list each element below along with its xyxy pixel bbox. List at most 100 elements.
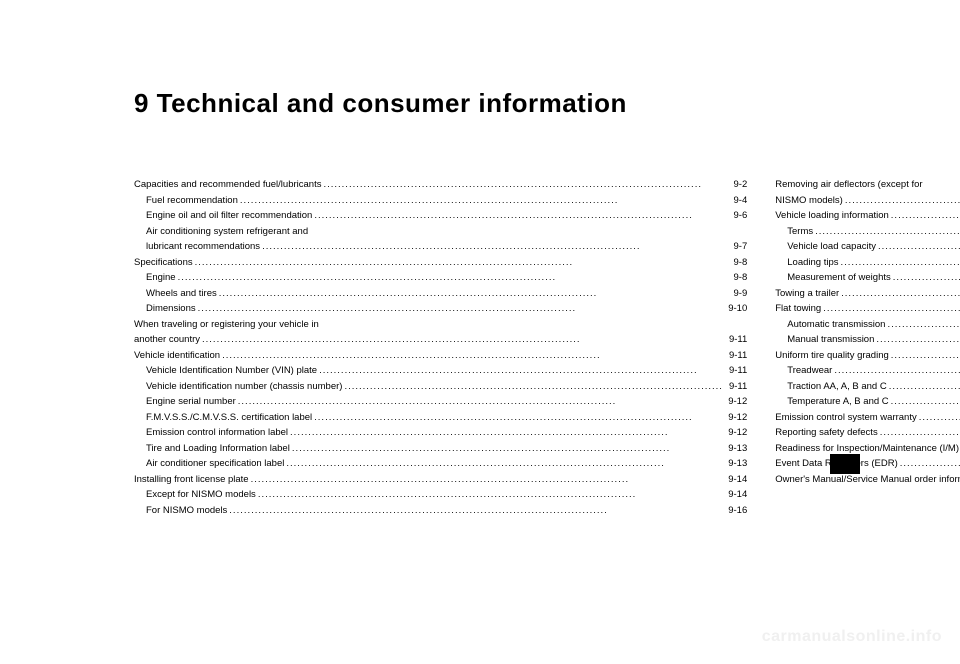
toc-label: Fuel recommendation [146, 195, 238, 206]
toc-entry: When traveling or registering your vehic… [134, 319, 747, 330]
toc-label: Engine oil and oil filter recommendation [146, 210, 312, 221]
toc-dots: ........................................… [344, 381, 723, 392]
toc-dots: ........................................… [876, 334, 960, 345]
toc-dots: ........................................… [319, 365, 723, 376]
toc-dots: ........................................… [251, 474, 723, 485]
toc-page-number: 9-14 [724, 489, 747, 500]
toc-entry: Fuel recommendation ....................… [134, 195, 747, 206]
toc-entry: Tire and Loading Information label .....… [134, 443, 747, 454]
toc-page-number: 9-10 [724, 303, 747, 314]
toc-label: F.M.V.S.S./C.M.V.S.S. certification labe… [146, 412, 312, 423]
toc-dots: ........................................… [919, 412, 960, 423]
toc-label: Automatic transmission [787, 319, 885, 330]
toc-dots: ........................................… [893, 272, 960, 283]
toc-entry: Vehicle loading information ............… [775, 210, 960, 221]
toc-entry: Readiness for Inspection/Maintenance (I/… [775, 443, 960, 454]
toc-entry: Treadwear ..............................… [775, 365, 960, 376]
toc-entry: Uniform tire quality grading ...........… [775, 350, 960, 361]
toc-label: Manual transmission [787, 334, 874, 345]
toc-entry: Terms ..................................… [775, 226, 960, 237]
toc-label: Emission control system warranty [775, 412, 916, 423]
toc-entry: Loading tips ...........................… [775, 257, 960, 268]
toc-label: Engine serial number [146, 396, 236, 407]
toc-left-column: Capacities and recommended fuel/lubrican… [134, 179, 747, 520]
toc-dots: ........................................… [834, 365, 960, 376]
toc-dots: ........................................… [286, 458, 722, 469]
toc-dots: ........................................… [880, 427, 960, 438]
toc-label: Vehicle load capacity [787, 241, 876, 252]
toc-entry: Automatic transmission .................… [775, 319, 960, 330]
toc-entry: Flat towing ............................… [775, 303, 960, 314]
toc-right-column: Removing air deflectors (except for NISM… [775, 179, 960, 520]
toc-entry: Air conditioning system refrigerant and [134, 226, 747, 237]
toc-entry: Specifications .........................… [134, 257, 747, 268]
toc-entry: Temperature A, B and C .................… [775, 396, 960, 407]
toc-label: Traction AA, A, B and C [787, 381, 886, 392]
toc-entry: Vehicle Identification Number (VIN) plat… [134, 365, 747, 376]
toc-label: Dimensions [146, 303, 196, 314]
toc-entry: Engine .................................… [134, 272, 747, 283]
toc-dots: ........................................… [240, 195, 728, 206]
toc-label: Vehicle identification number (chassis n… [146, 381, 342, 392]
toc-label: lubricant recommendations [146, 241, 260, 252]
toc-dots: ........................................… [845, 195, 960, 206]
toc-entry: Reporting safety defects ...............… [775, 427, 960, 438]
toc-entry: Towing a trailer .......................… [775, 288, 960, 299]
toc-page-number: 9-13 [724, 458, 747, 469]
toc-dots: ........................................… [841, 288, 960, 299]
toc-page-number: 9-12 [724, 427, 747, 438]
toc-page-number: 9-4 [730, 195, 748, 206]
toc-label: Tire and Loading Information label [146, 443, 290, 454]
toc-page-number: 9-11 [725, 334, 747, 345]
toc-dots: ........................................… [222, 350, 723, 361]
toc-label: Terms [787, 226, 813, 237]
toc-entry: Air conditioner specification label ....… [134, 458, 747, 469]
toc-entry: Traction AA, A, B and C ................… [775, 381, 960, 392]
toc-dots: ........................................… [238, 396, 722, 407]
toc-entry: Except for NISMO models ................… [134, 489, 747, 500]
toc-label: Specifications [134, 257, 193, 268]
toc-dots: ........................................… [229, 505, 722, 516]
toc-dots: ........................................… [219, 288, 728, 299]
toc-page-number: 9-6 [730, 210, 748, 221]
manual-page: 9 Technical and consumer information Cap… [0, 0, 960, 560]
toc-label: Wheels and tires [146, 288, 217, 299]
toc-dots: ........................................… [258, 489, 722, 500]
toc-dots: ........................................… [889, 381, 960, 392]
toc-label: Owner's Manual/Service Manual order info… [775, 474, 960, 485]
toc-dots: ........................................… [202, 334, 723, 345]
toc-label: Towing a trailer [775, 288, 839, 299]
toc-page-number: 9-12 [724, 412, 747, 423]
toc-entry: Installing front license plate .........… [134, 474, 747, 485]
toc-label: Capacities and recommended fuel/lubrican… [134, 179, 321, 190]
toc-dots: ........................................… [887, 319, 960, 330]
toc-label: Installing front license plate [134, 474, 249, 485]
toc-entry: another country ........................… [134, 334, 747, 345]
toc-label: another country [134, 334, 200, 345]
toc-entry: Dimensions .............................… [134, 303, 747, 314]
toc-dots: ........................................… [198, 303, 723, 314]
toc-label: Treadwear [787, 365, 832, 376]
toc-label: Readiness for Inspection/Maintenance (I/… [775, 443, 960, 454]
toc-label: When traveling or registering your vehic… [134, 319, 319, 330]
toc-page-number: 9-8 [730, 257, 748, 268]
toc-dots: ........................................… [323, 179, 727, 190]
toc-dots: ........................................… [900, 458, 960, 469]
toc-page-number: 9-16 [724, 505, 747, 516]
toc-entry: Engine serial number ...................… [134, 396, 747, 407]
toc-label: Measurement of weights [787, 272, 891, 283]
toc-entry: Capacities and recommended fuel/lubrican… [134, 179, 747, 190]
toc-label: Air conditioner specification label [146, 458, 284, 469]
toc-entry: F.M.V.S.S./C.M.V.S.S. certification labe… [134, 412, 747, 423]
toc-entry: Engine oil and oil filter recommendation… [134, 210, 747, 221]
toc-page-number: 9-2 [730, 179, 748, 190]
chapter-title: 9 Technical and consumer information [134, 88, 860, 119]
toc-label: Air conditioning system refrigerant and [146, 226, 308, 237]
toc-entry: lubricant recommendations ..............… [134, 241, 747, 252]
toc-page-number: 9-11 [725, 350, 747, 361]
toc-entry: Owner's Manual/Service Manual order info… [775, 474, 960, 485]
toc-label: For NISMO models [146, 505, 227, 516]
toc-entry: Emission control system warranty .......… [775, 412, 960, 423]
toc-page-number: 9-8 [730, 272, 748, 283]
toc-page-number: 9-11 [725, 365, 747, 376]
